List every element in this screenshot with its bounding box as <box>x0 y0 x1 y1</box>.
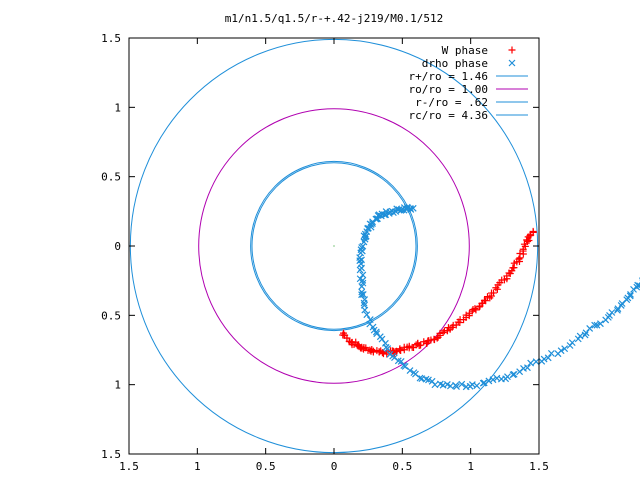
x-tick-label: 1 <box>194 460 201 473</box>
data-point-w-phase <box>515 255 523 263</box>
data-point-drho-phase <box>532 358 540 366</box>
data-point-w-phase <box>529 227 537 235</box>
x-tick-label: 1.5 <box>119 460 139 473</box>
data-point-drho-phase <box>360 299 368 307</box>
data-point-w-phase <box>480 296 488 304</box>
y-tick-label: 1 <box>114 101 121 114</box>
data-point-drho-phase <box>586 324 594 332</box>
data-point-drho-phase <box>458 380 466 388</box>
data-point-drho-phase <box>416 374 424 382</box>
axis-ticks: 1.5 1 0.5 0 0.5 1 1.51.510.500.511.5 <box>101 32 549 473</box>
y-tick-label: 0 <box>114 240 121 253</box>
data-point-drho-phase <box>617 301 625 309</box>
legend-label: r-/ro = .62 <box>415 96 488 109</box>
data-point-drho-phase <box>596 320 604 328</box>
data-point-drho-phase <box>614 306 621 314</box>
origin-dot <box>333 245 335 247</box>
data-point-drho-phase <box>593 321 601 329</box>
data-point-drho-phase <box>547 349 555 357</box>
data-point-w-phase <box>378 349 386 357</box>
data-point-w-phase <box>396 345 404 353</box>
data-point-drho-phase <box>636 282 640 290</box>
data-point-drho-phase <box>425 376 432 384</box>
y-tick-label: 1.5 <box>101 32 121 45</box>
legend-marker-w-phase <box>508 46 516 54</box>
data-point-drho-phase <box>358 291 365 299</box>
legend-marker-drho-phase <box>508 59 516 67</box>
data-point-drho-phase <box>468 381 476 388</box>
data-point-w-phase <box>397 346 405 354</box>
data-point-w-phase <box>439 329 447 337</box>
data-point-drho-phase <box>527 359 535 367</box>
data-point-w-phase <box>472 306 480 314</box>
data-point-w-phase <box>471 305 479 313</box>
legend-label: drho phase <box>422 57 488 70</box>
circle-ro-ro-1-00 <box>198 108 470 384</box>
data-point-drho-phase <box>359 290 367 298</box>
data-point-drho-phase <box>626 292 634 300</box>
data-point-drho-phase <box>361 306 369 314</box>
legend-label: W phase <box>442 44 488 57</box>
data-point-drho-phase <box>359 271 367 279</box>
data-point-drho-phase <box>395 206 403 214</box>
data-point-drho-phase <box>363 311 371 319</box>
data-point-drho-phase <box>561 345 569 353</box>
data-point-w-phase <box>493 285 501 293</box>
y-tick-label: 1 <box>114 379 121 392</box>
data-point-drho-phase <box>384 345 392 353</box>
data-point-drho-phase <box>397 206 405 214</box>
data-point-w-phase <box>417 341 425 349</box>
data-point-w-phase <box>490 289 498 297</box>
data-point-drho-phase <box>591 321 599 329</box>
data-point-w-phase <box>430 335 438 343</box>
data-point-drho-phase <box>576 332 584 340</box>
x-tick-label: 1.5 <box>529 460 549 473</box>
data-point-drho-phase <box>540 355 548 363</box>
circle-r-ro-62 <box>250 160 418 332</box>
data-point-drho-phase <box>524 364 531 372</box>
x-tick-label: 0 <box>331 460 338 473</box>
x-tick-label: 1 <box>467 460 474 473</box>
legend-label: ro/ro = 1.00 <box>409 83 488 96</box>
x-tick-label: 0.5 <box>256 460 276 473</box>
data-point-w-phase <box>408 343 416 351</box>
data-point-drho-phase <box>581 331 589 339</box>
plot-frame <box>128 37 540 455</box>
data-point-drho-phase <box>544 354 552 362</box>
chart-title: m1/n1.5/q1.5/r-+.42-j219/M0.1/512 <box>225 12 444 25</box>
data-point-drho-phase <box>608 309 616 316</box>
data-point-drho-phase <box>557 347 565 355</box>
data-point-drho-phase <box>473 382 481 390</box>
data-point-drho-phase <box>356 266 364 274</box>
data-point-drho-phase <box>453 383 460 390</box>
data-point-drho-phase <box>485 377 493 385</box>
data-point-drho-phase <box>504 373 511 381</box>
data-point-drho-phase <box>397 357 405 365</box>
y-tick-label: 0.5 <box>101 171 121 184</box>
data-point-drho-phase <box>431 381 439 389</box>
data-point-drho-phase <box>510 370 518 378</box>
data-point-drho-phase <box>406 367 414 375</box>
data-point-w-phase <box>436 329 444 337</box>
data-point-w-phase <box>405 342 413 350</box>
data-point-drho-phase <box>568 339 576 347</box>
legend-label: rc/ro = 4.36 <box>409 109 488 122</box>
data-point-drho-phase <box>480 379 488 387</box>
legend-label: r+/ro = 1.46 <box>409 70 488 83</box>
data-point-w-phase <box>375 348 383 356</box>
data-point-drho-phase <box>358 283 366 290</box>
y-tick-label: 0.5 <box>101 309 121 322</box>
data-point-drho-phase <box>489 376 497 384</box>
data-point-drho-phase <box>618 300 626 307</box>
data-point-drho-phase <box>627 290 634 298</box>
data-points <box>339 203 640 391</box>
data-point-drho-phase <box>361 233 369 241</box>
data-point-w-phase <box>523 236 531 244</box>
data-point-drho-phase <box>359 276 367 284</box>
y-tick-label: 1.5 <box>101 448 121 461</box>
circle-r-ro-1-46 <box>251 162 417 330</box>
x-tick-label: 0.5 <box>392 460 412 473</box>
